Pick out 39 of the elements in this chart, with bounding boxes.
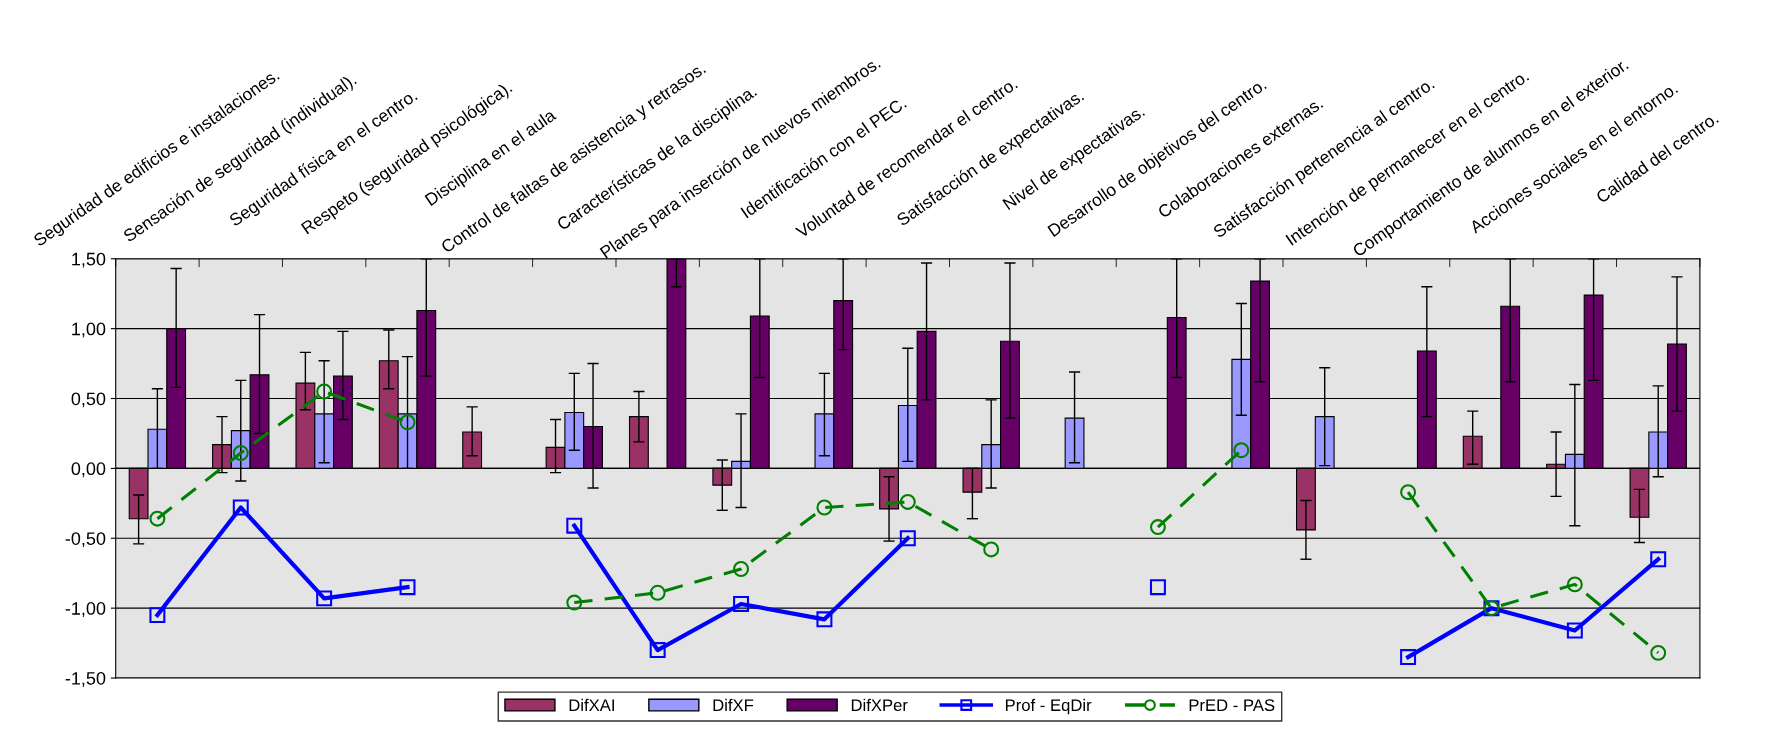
point <box>316 383 333 400</box>
point <box>566 517 583 534</box>
point <box>399 414 416 431</box>
point <box>1650 644 1667 661</box>
y-tick-label: 0,00 <box>71 462 106 478</box>
y-tick-label: -0,50 <box>65 532 106 548</box>
legend-label: Prof - EqDir <box>1005 698 1092 715</box>
legend-label: PrED - PAS <box>1189 699 1275 712</box>
point <box>566 594 583 611</box>
point <box>399 579 416 596</box>
y-tick-label: 0,50 <box>71 392 106 408</box>
y-tick-label: -1,00 <box>65 602 106 617</box>
point <box>1400 484 1417 501</box>
point <box>149 510 166 527</box>
point <box>649 584 666 601</box>
point <box>1400 649 1417 666</box>
y-tick-label: 1,50 <box>72 252 106 268</box>
point <box>1566 576 1583 593</box>
point <box>899 493 916 510</box>
point <box>1566 622 1583 639</box>
point <box>899 530 916 547</box>
y-tick-label: -1,50 <box>65 671 106 687</box>
point <box>316 590 333 607</box>
point <box>1149 519 1166 536</box>
point <box>733 561 750 577</box>
point <box>649 642 666 659</box>
legend-label: DifXF <box>713 698 754 711</box>
legend-label: DifXAI <box>569 698 614 711</box>
point <box>1650 551 1667 568</box>
legend-label: DifXPer <box>851 698 908 712</box>
point <box>816 611 833 628</box>
point <box>1233 442 1250 459</box>
point <box>733 595 750 612</box>
point <box>816 499 833 516</box>
y-tick-label: 1,00 <box>72 322 106 338</box>
point <box>149 607 166 624</box>
point <box>232 499 249 516</box>
point <box>983 541 1000 558</box>
point <box>1149 579 1166 596</box>
